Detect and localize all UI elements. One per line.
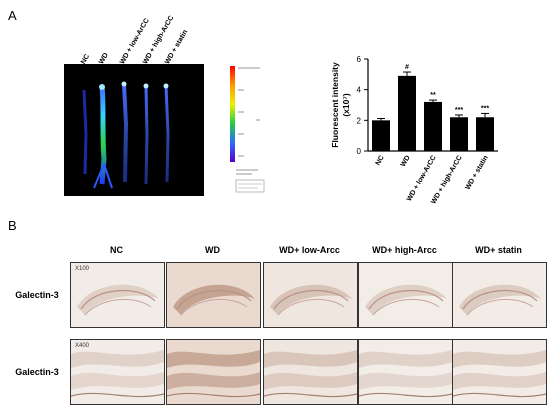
histology-image <box>358 262 453 328</box>
bar-chart: 0 2 4 6 Fluorescent intensity (x10⁷) NC # WD ** WD… <box>330 55 498 206</box>
bar <box>424 101 442 151</box>
aorta-nc <box>82 89 88 175</box>
bar <box>476 117 494 151</box>
significance-label: *** <box>455 107 463 114</box>
fluorescence-image <box>64 64 204 196</box>
y-tick-label: 2 <box>357 116 362 125</box>
bar <box>450 117 468 151</box>
aorta-low <box>121 81 129 183</box>
x-tick-label: WD + statin <box>465 155 490 192</box>
intensity-color-bar <box>228 62 278 202</box>
column-header: WD <box>205 245 220 255</box>
aorta-high <box>143 83 149 185</box>
y-tick-label: 0 <box>357 147 362 156</box>
y-axis-unit: (x10⁷) <box>341 93 351 117</box>
significance-label: *** <box>481 105 489 112</box>
histology-image <box>166 339 261 405</box>
row-header: Galectin-3 <box>15 367 59 377</box>
column-header: WD+ statin <box>475 245 522 255</box>
imaging-lane-label: WD + statin <box>164 28 190 66</box>
histology-image <box>452 339 547 405</box>
histology-image <box>452 262 547 328</box>
column-header: WD+ low-Arcc <box>279 245 340 255</box>
panel-b-label: B <box>8 218 17 233</box>
significance-label: # <box>405 64 409 71</box>
bar <box>372 120 390 151</box>
y-tick-label: 6 <box>357 55 362 64</box>
aorta-statin <box>163 83 170 183</box>
magnification-label: X100 <box>75 266 90 272</box>
histology-image: X400 <box>70 339 165 405</box>
x-tick-label: NC <box>375 155 386 167</box>
x-tick-label: WD <box>400 155 412 169</box>
row-header: Galectin-3 <box>15 290 59 300</box>
histology-image <box>263 339 358 405</box>
bar <box>398 75 416 151</box>
x-tick-label: WD + high-ArCC <box>430 155 463 206</box>
histology-image <box>263 262 358 328</box>
aorta-wd <box>93 84 113 189</box>
histology-image <box>358 339 453 405</box>
magnification-label: X400 <box>75 343 90 349</box>
significance-label: ** <box>430 92 436 99</box>
panel-a-label: A <box>8 8 17 23</box>
y-tick-label: 4 <box>357 86 362 95</box>
y-axis-label: Fluorescent intensity <box>330 62 340 148</box>
column-header: WD+ high-Arcc <box>372 245 437 255</box>
histology-image <box>166 262 261 328</box>
column-header: NC <box>110 245 123 255</box>
histology-image: X100 <box>70 262 165 328</box>
